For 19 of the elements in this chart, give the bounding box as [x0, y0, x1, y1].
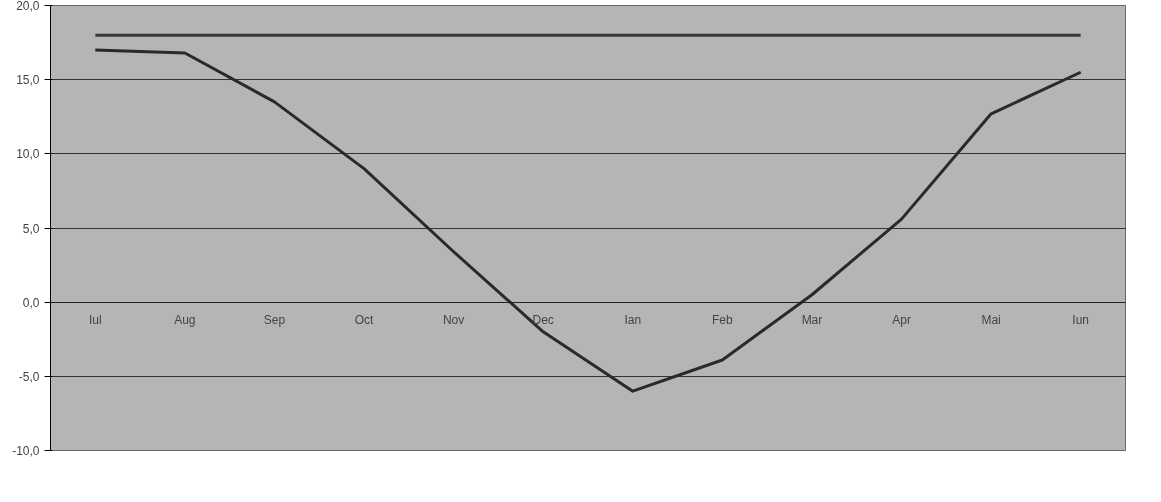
y-tick-label: 0,0 [22, 295, 40, 310]
x-tick-label: Nov [442, 313, 465, 328]
x-tick-label: Iul [88, 313, 102, 328]
x-tick-label: Ian [624, 313, 642, 328]
y-tick-label: 15,0 [16, 73, 40, 88]
x-tick-label: Oct [354, 313, 375, 328]
y-tick-label: 5,0 [22, 221, 40, 236]
x-tick-label: Mai [981, 313, 1001, 328]
y-tick-label: 10,0 [16, 147, 40, 162]
x-tick-label: Mar [801, 313, 823, 328]
x-tick-label: Dec [532, 313, 554, 328]
x-tick-label: Iun [1072, 313, 1090, 328]
x-tick-label: Feb [712, 313, 734, 328]
x-tick-label: Aug [174, 313, 196, 328]
y-tick-label: -5,0 [18, 369, 40, 384]
y-tick-label: -10,0 [12, 444, 40, 458]
y-tick-label: 20,0 [16, 0, 40, 13]
x-tick-label: Sep [263, 313, 286, 328]
x-tick-label: Apr [892, 313, 911, 328]
